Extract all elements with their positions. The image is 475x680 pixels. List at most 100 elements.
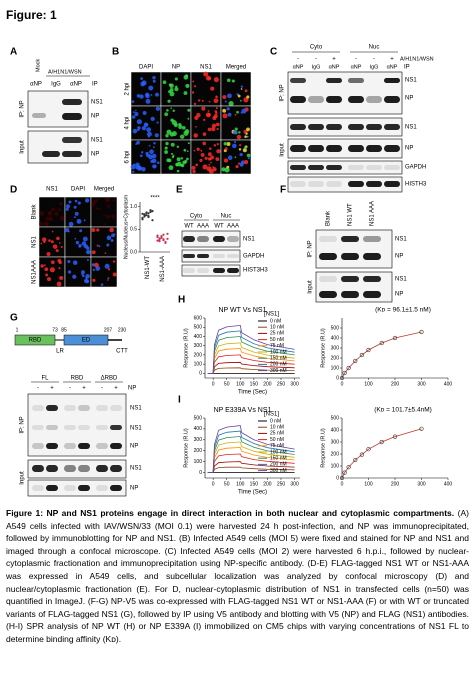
cell-spot (132, 128, 138, 134)
cell-spot (238, 131, 241, 134)
cell-spot (133, 111, 135, 114)
blot-band (341, 276, 359, 282)
annotation: (Kᴅ = 101.7±5.4nM) (374, 407, 432, 414)
lane-label: WT (214, 224, 224, 230)
data-point (342, 470, 347, 475)
legend-label: 25 nM (270, 331, 284, 337)
caption-body: (A) A549 cells infected with IAV/WSN/33 … (6, 508, 469, 644)
blot-band (363, 253, 381, 260)
cell-spot (175, 164, 179, 167)
cell-spot (182, 160, 186, 165)
cell-spot (215, 122, 220, 127)
lane-label: IP (92, 82, 98, 88)
cell-spot (142, 110, 147, 115)
y-tick-label: 0.5 (130, 227, 137, 233)
blot-frame (27, 459, 127, 479)
cell-spot (155, 92, 159, 97)
cell-spot (169, 132, 174, 137)
cell-spot (193, 149, 196, 152)
cell-spot (222, 108, 227, 113)
data-point (147, 212, 150, 215)
blot-frame (287, 138, 403, 159)
cell-spot (164, 150, 169, 154)
blot-band (384, 165, 400, 170)
legend-title: [NS1] (264, 312, 279, 318)
data-point (379, 340, 384, 346)
cell-spot (239, 143, 242, 147)
cell-spot (174, 87, 179, 92)
cell-spot (238, 148, 242, 151)
cell-spot (236, 134, 242, 140)
blot-frame (287, 176, 403, 193)
blot-band (384, 78, 400, 83)
cell-spot (112, 272, 117, 277)
cell-spot (170, 142, 175, 147)
cell-spot (234, 156, 237, 159)
annotation: **** (150, 196, 160, 202)
blot-frame (181, 264, 241, 277)
lane-label: NP (128, 386, 136, 392)
y-tick-label: 300 (331, 345, 340, 351)
x-tick-label: 300 (417, 481, 426, 487)
sign-label: - (355, 57, 357, 63)
cell-spot (156, 161, 160, 165)
sign-label: + (114, 386, 118, 392)
axis-label: Response (R.U) (320, 328, 326, 368)
lane-label: αNP (387, 64, 398, 70)
blot-band (110, 405, 122, 411)
x-tick-label: 150 (250, 381, 259, 387)
cell-spot (131, 100, 135, 103)
cell-spot (148, 154, 153, 160)
cell-spot (191, 165, 196, 170)
cell-spot (50, 240, 54, 244)
cell-spot (45, 216, 50, 221)
cell-spot (98, 207, 101, 211)
cell-spot (72, 274, 77, 279)
cell-spot (180, 163, 185, 168)
cell-spot (132, 170, 135, 173)
cell-spot (200, 149, 203, 152)
cell-spot (245, 132, 248, 135)
x-tick-label: 300 (417, 381, 426, 387)
cell-spot (151, 153, 157, 159)
cell-spot (91, 250, 96, 255)
blot-band (227, 236, 239, 242)
cell-spot (187, 108, 191, 112)
data-point (166, 232, 169, 235)
y-tick-label: 300 (194, 343, 203, 349)
cell-spot (183, 75, 189, 80)
y-tick-label: 0.0 (130, 249, 137, 255)
cell-spot (202, 164, 208, 170)
cell-spot (84, 279, 90, 284)
data-point (160, 236, 163, 239)
cell-spot (141, 167, 146, 172)
cell-spot (42, 237, 47, 242)
cell-spot (226, 165, 230, 169)
blot-band (96, 465, 108, 472)
panel-letter: D (10, 185, 17, 196)
blot-band (78, 425, 90, 430)
blot-band (32, 405, 44, 411)
blot-band (348, 165, 364, 170)
blot-band (96, 425, 108, 430)
data-point (339, 475, 345, 481)
legend-label: 150 nM (270, 456, 287, 462)
cell-spot (222, 95, 227, 100)
blot-band (363, 276, 381, 282)
blot-band (308, 165, 324, 170)
x-tick-label: 250 (277, 381, 286, 387)
row-label: 6 hpi (125, 150, 131, 163)
band-label: NP (395, 292, 403, 298)
lane-label: αNP (329, 64, 340, 70)
cell-spot (85, 246, 90, 250)
cell-spot (172, 154, 175, 157)
blot-band (183, 254, 195, 258)
cell-spot (55, 214, 58, 216)
cell-spot (52, 244, 58, 249)
legend-label: 200 nM (270, 462, 287, 468)
blot-band (366, 96, 382, 103)
band-label: HISTH3 (405, 182, 427, 188)
cell-spot (83, 219, 86, 222)
cell-spot (222, 113, 228, 119)
cell-spot (72, 260, 78, 265)
